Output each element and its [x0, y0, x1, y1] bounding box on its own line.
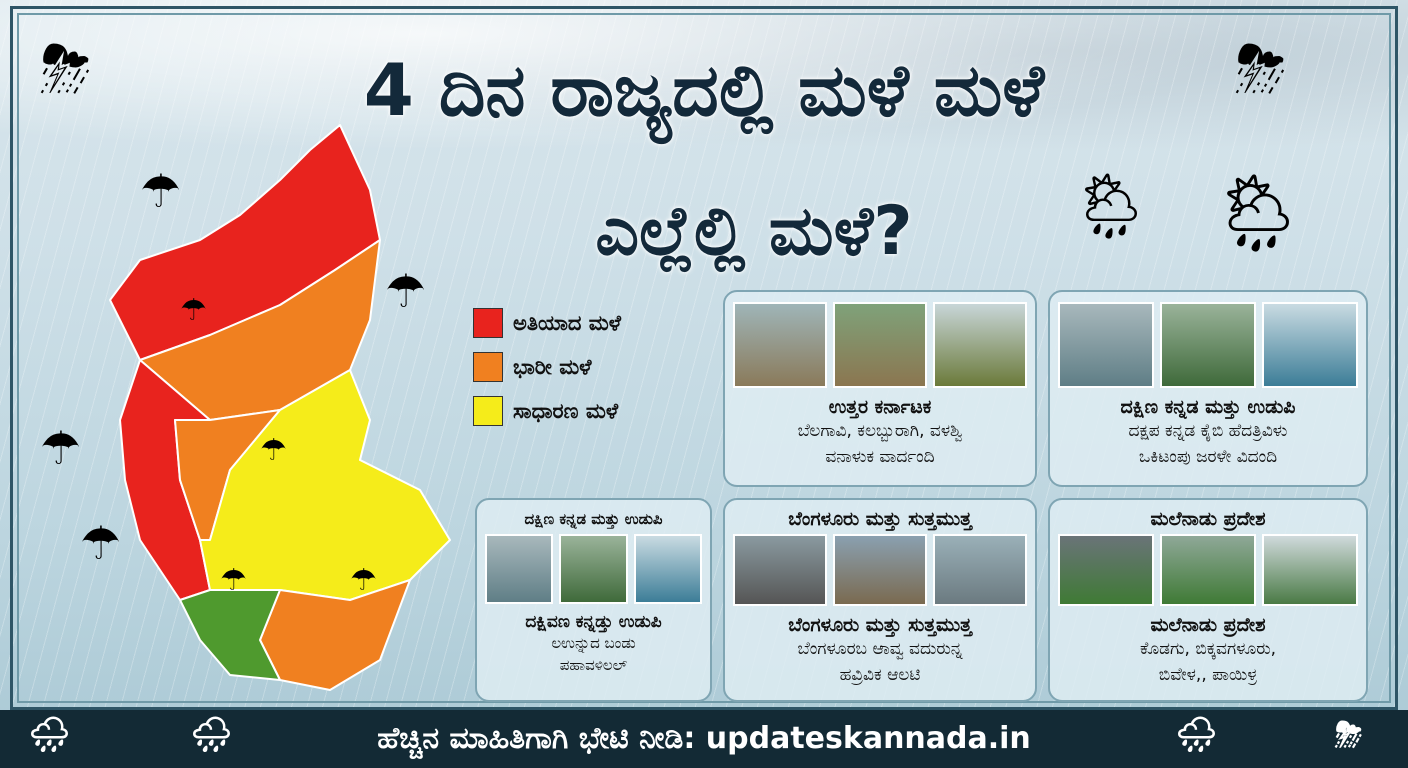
thunderstorm-cloud-icon: ⛈ — [40, 33, 92, 107]
legend-swatch — [473, 308, 503, 338]
legend: ಅತಿಯಾದ ಮಳೆ ಭಾರೀ ಮಳೆ ಸಾಧಾರಣ ಮಳೆ — [473, 308, 621, 440]
card-line: ವನಾಳುಕ ವಾರ್ದಂದಿ — [825, 447, 935, 467]
trees-photo — [559, 534, 628, 604]
umbrella-icon: ☂ — [220, 563, 247, 598]
card-photo-header: ದಕ್ಷಿಣ ಕನ್ನಡ ಮತ್ತು ಉಡುಪಿ — [524, 510, 663, 528]
card-heading: ಬೆಂಗಳೂರು ಮತ್ತು ಸುತ್ತಮುತ್ತ — [788, 614, 972, 636]
sea-wave-photo — [1058, 302, 1154, 388]
flood-photo — [833, 302, 927, 388]
footer-bar: 🌧 🌧 ಹೆಚ್ಚಿನ ಮಾಹಿತಿಗಾಗಿ ಭೇಟಿ ನೀಡಿ: update… — [0, 710, 1408, 768]
card-line: ಒಕಿಟಂಪು ಜರಳೇ ವಿದಂದಿ — [1138, 447, 1278, 467]
region-card-bengaluru: ಬೆಂಗಳೂರು ಮತ್ತು ಸುತ್ತಮುತ್ತ ಬೆಂಗಳೂರು ಮತ್ತು… — [723, 498, 1037, 702]
card-heading: ದಕ್ಷಿಣ ಕನ್ನಡ ಮತ್ತು ಉಡುಪಿ — [1120, 396, 1296, 418]
card-heading: ಉತ್ತರ ಕರ್ನಾಟಕ — [828, 396, 932, 418]
boats-photo — [1262, 302, 1358, 388]
card-photo-header: ಮಲೆನಾಡು ಪ್ರದೇಶ — [1150, 508, 1266, 530]
thunderstorm-cloud-icon: ⛈ — [1335, 715, 1363, 755]
rain-cloud-icon: 🌧 — [190, 715, 234, 755]
card-heading: ಮಲೆನಾಡು ಪ್ರದೇಶ — [1150, 614, 1266, 636]
legend-swatch — [473, 396, 503, 426]
card-line: ದಕ್ಷಪ ಕನ್ನಡ ಕೈಬಿ ಹೆದತ್ರಿವಿಳು — [1128, 421, 1288, 441]
umbrella-icon: ☂ — [140, 164, 182, 218]
rain-cloud-icon: 🌧 — [1175, 715, 1219, 755]
legend-label: ಭಾರೀ ಮಳೆ — [513, 354, 592, 379]
mountain-photo — [1058, 534, 1154, 606]
crop-damage-photo — [933, 302, 1027, 388]
title-line-2: ಎಲ್ಲೆಲ್ಲಿ ಮಳೆ? — [595, 192, 913, 271]
umbrella-icon: ☂ — [350, 563, 377, 598]
photo-strip — [485, 534, 702, 604]
river-photo — [1160, 534, 1256, 606]
legend-label: ಅತಿಯಾದ ಮಳೆ — [513, 310, 621, 335]
rain-cloud-icon: 🌧 — [28, 715, 72, 755]
photo-strip — [1058, 534, 1358, 606]
umbrella-icon: ☂ — [385, 264, 427, 318]
karnataka-rain-map: ☂ ☂ ☂ ☂ — [109, 124, 451, 691]
card-photo-header: ಬೆಂಗಳೂರು ಮತ್ತು ಸುತ್ತಮುತ್ತ — [788, 508, 972, 530]
region-card-malenadu: ಮಲೆನಾಡು ಪ್ರದೇಶ ಮಲೆನಾಡು ಪ್ರದೇಶ ಕೊಡಗು, ಬಿಕ… — [1048, 498, 1368, 702]
boats-photo — [633, 534, 702, 604]
legend-item-heavy: ಭಾರೀ ಮಳೆ — [473, 352, 621, 382]
card-line: ಪಹಾವಳಿಲಲ್ — [559, 656, 628, 674]
sun-rain-cloud-icon: 🌦 — [1070, 170, 1152, 244]
misty-hills-photo — [1262, 534, 1358, 606]
underpass-flood-photo — [833, 534, 927, 606]
card-line: ಲಉನ್ನುದ ಬಂಡು — [551, 634, 636, 652]
card-heading: ದಕ್ಷಿವಣ ಕನ್ನಡ್ತು ಉಡುಪಿ — [525, 612, 662, 632]
card-line: ಬೆಂಗಳೂರಬ ಆಾವ್ವ ವದುರುನ್ನ — [797, 639, 963, 659]
traffic-photo — [733, 534, 827, 606]
legend-swatch — [473, 352, 503, 382]
title-line-1: 4 ದಿನ ರಾಜ್ಯದಲ್ಲಿ ಮಳೆ ಮಳೆ — [363, 48, 1045, 132]
decorative-border — [10, 6, 1398, 710]
sea-wave-photo — [485, 534, 554, 604]
map-region-light-south — [179, 589, 281, 681]
sun-rain-cloud-icon: 🌦 — [1210, 168, 1307, 257]
umbrella-walkers-photo — [933, 534, 1027, 606]
legend-label: ಸಾಧಾರಣ ಮಳೆ — [513, 398, 619, 423]
card-line: ಬಿವೇಳ,, ಪಾಯಿಳ್ರ — [1158, 665, 1258, 685]
umbrella-icon: ☂ — [40, 421, 82, 475]
umbrella-icon: ☂ — [80, 516, 122, 570]
cloud-backdrop — [0, 0, 1408, 170]
legend-item-extreme: ಅತಿಯಾದ ಮಳೆ — [473, 308, 621, 338]
photo-strip — [733, 534, 1027, 606]
card-line: ಬೆಲಗಾವಿ, ಕಲಬ್ಬುರಾಗಿ, ವಳಶ್ವಿ — [797, 421, 963, 441]
region-card-north-karnataka: ಉತ್ತರ ಕರ್ನಾಟಕ ಬೆಲಗಾವಿ, ಕಲಬ್ಬುರಾಗಿ, ವಳಶ್ವ… — [723, 290, 1037, 487]
thunderstorm-cloud-icon: ⛈ — [1235, 33, 1287, 107]
legend-item-moderate: ಸಾಧಾರಣ ಮಳೆ — [473, 396, 621, 426]
photo-strip — [733, 302, 1027, 388]
region-card-dakshina-kannada: ದಕ್ಷಿಣ ಕನ್ನಡ ಮತ್ತು ಉಡುಪಿ ದಕ್ಷಪ ಕನ್ನಡ ಕೈಬ… — [1048, 290, 1368, 487]
photo-strip — [1058, 302, 1358, 388]
card-line: ಹವ್ರಿವಿಕ ಆಲಟಿ — [839, 665, 921, 685]
umbrella-icon: ☂ — [260, 433, 287, 468]
flood-photo — [733, 302, 827, 388]
umbrella-icon: ☂ — [180, 293, 207, 328]
trees-photo — [1160, 302, 1256, 388]
region-card-dakshina-kannada-2: ದಕ್ಷಿಣ ಕನ್ನಡ ಮತ್ತು ಉಡುಪಿ ದಕ್ಷಿವಣ ಕನ್ನಡ್ತ… — [475, 498, 712, 702]
card-line: ಕೊಡಗು, ಬಿಕ್ಕವಗಳೂರು, — [1139, 639, 1277, 659]
footer-text[interactable]: ಹೆಚ್ಚಿನ ಮಾಹಿತಿಗಾಗಿ ಭೇಟಿ ನೀಡಿ: updateskan… — [377, 721, 1031, 756]
